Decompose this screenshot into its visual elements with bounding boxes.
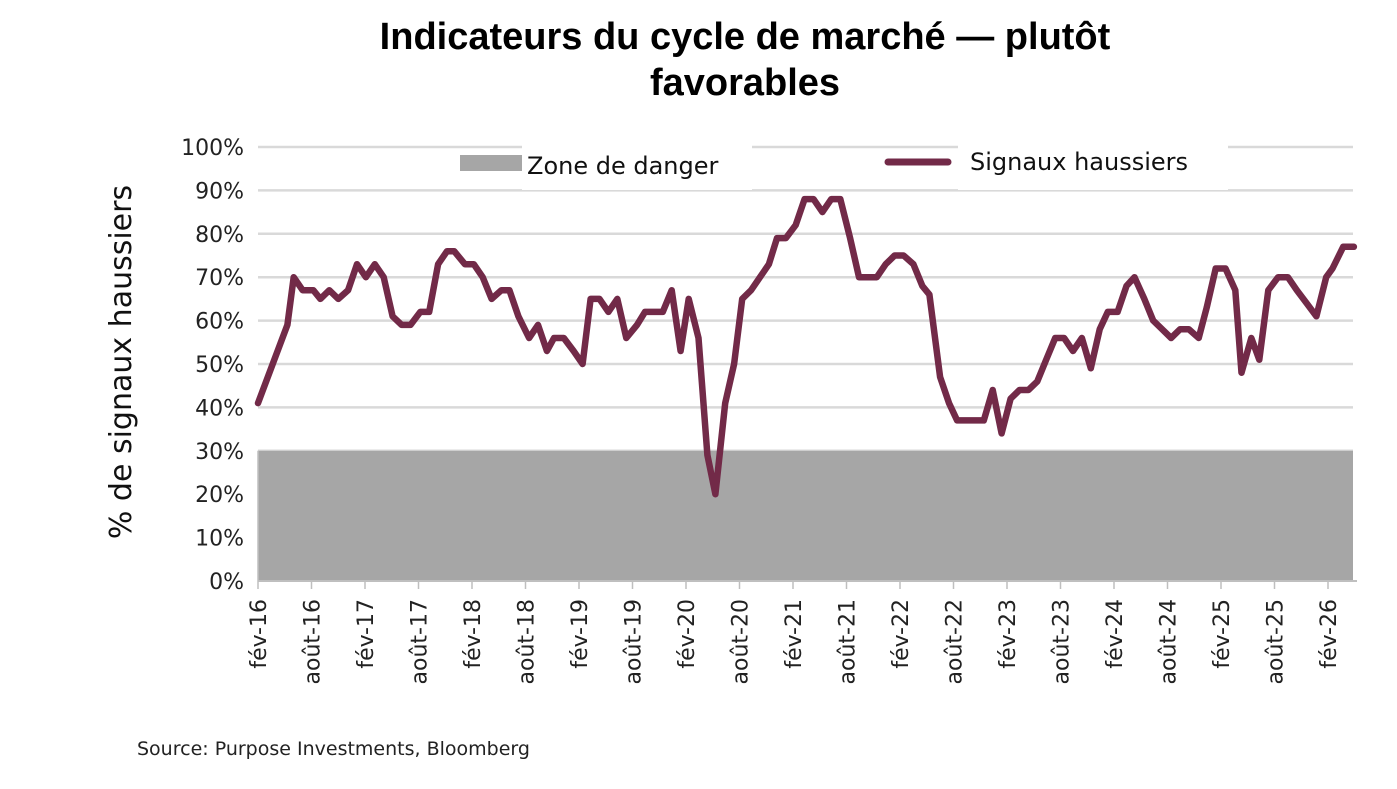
x-tick-label: fév-20 [675,599,700,669]
y-tick-label: 0% [209,570,244,595]
legend-line-bg [958,138,1228,190]
x-tick-label: fév-24 [1103,599,1128,669]
band-danger-zone [258,450,1353,581]
x-tick-label: fév-25 [1210,599,1235,669]
x-tick-label: août-19 [622,599,647,684]
x-tick-label: fév-23 [996,599,1021,669]
x-tick-label: août-24 [1157,599,1182,684]
x-tick-label: août-18 [515,599,540,684]
y-tick-label: 90% [195,179,244,204]
chart-title: Indicateurs du cycle de marché — plutôt … [0,14,1397,106]
danger-zone-band [258,450,1353,581]
y-tick-label: 80% [195,223,244,248]
x-axis-ticks: fév-16 août-16 fév-17 août-17 fév-18 août-18 f… [247,581,1342,684]
x-tick-label: fév-17 [354,599,379,669]
x-tick-label: fév-19 [568,599,593,669]
legend-label-bullish-signals: Signaux haussiers [970,148,1188,176]
x-tick-label: fév-21 [782,599,807,669]
y-tick-label: 40% [195,396,244,421]
x-tick-label: fév-26 [1317,599,1342,669]
x-tick-label: août-22 [943,599,968,684]
y-tick-label: 20% [195,483,244,508]
y-axis-ticks: 0% 10% 20% 30% 40% 50% 60% 70% 80% 90% 100% [181,136,244,595]
axes [257,450,1357,582]
x-tick-label: fév-22 [889,599,914,669]
chart-title-line-2: favorables [649,62,841,104]
y-tick-label: 30% [195,440,244,465]
x-tick-label: août-23 [1050,599,1075,684]
source-note: Source: Purpose Investments, Bloomberg [137,738,530,760]
y-tick-label: 50% [195,353,244,378]
legend: Zone de danger Signaux haussiers [460,138,1228,190]
y-tick-label: 70% [195,266,244,291]
x-tick-label: août-25 [1264,599,1289,684]
legend-zone-bg [522,138,752,190]
x-tick-label: août-21 [836,599,861,684]
x-tick-label: août-17 [408,599,433,684]
y-tick-label: 60% [195,310,244,335]
series-line-bullish-signals [254,195,1358,498]
legend-label-danger-zone: Zone de danger [527,152,719,180]
y-tick-label: 100% [181,136,244,161]
y-tick-label: 10% [195,527,244,552]
x-tick-label: août-16 [301,599,326,684]
x-tick-label: fév-18 [461,599,486,669]
x-tick-label: août-20 [729,599,754,684]
legend-swatch-danger-zone [460,155,522,171]
chart-title-line-1: Indicateurs du cycle de marché — plutôt [379,16,1111,58]
x-tick-label: fév-16 [247,599,272,669]
series-bullish-signals [254,195,1358,498]
y-axis-label: % de signaux haussiers [104,185,139,539]
